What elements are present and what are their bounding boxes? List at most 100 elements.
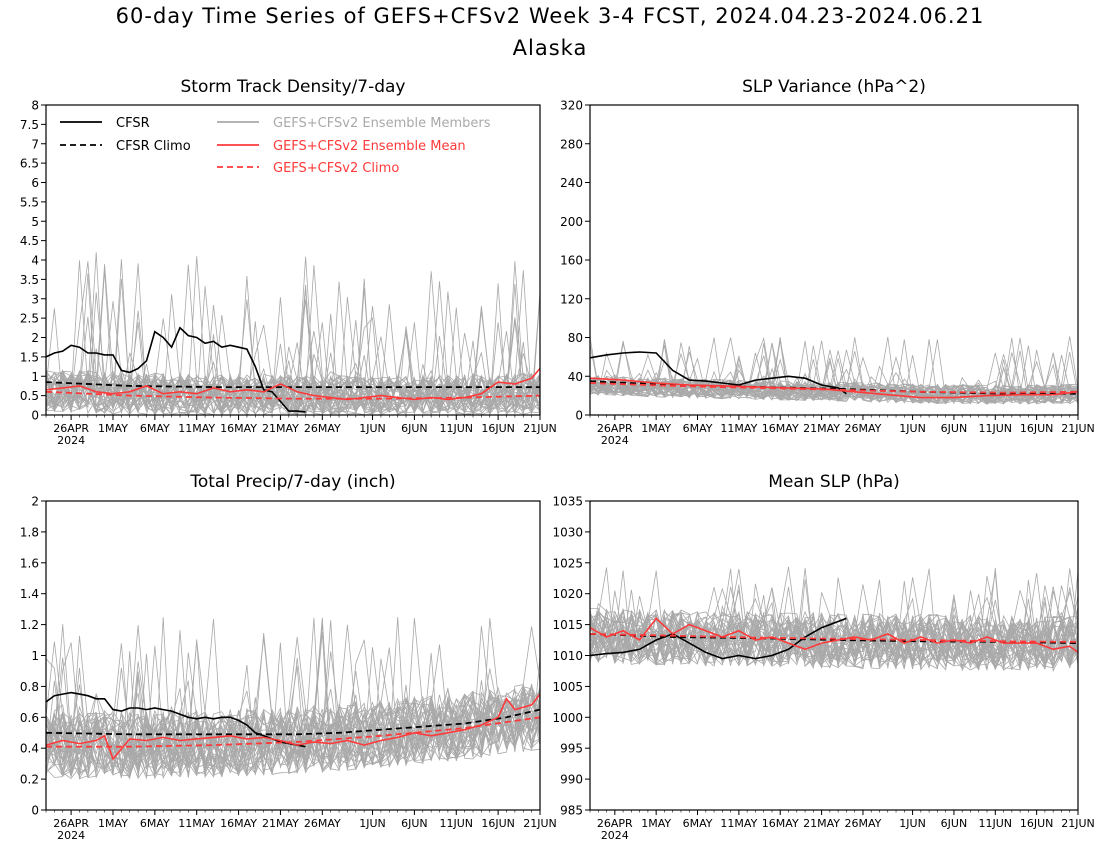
x-tick-label: 6MAY <box>140 817 170 830</box>
y-tick-label: 990 <box>560 773 583 787</box>
y-tick-label: 1.2 <box>20 618 39 632</box>
legend-label: CFSR <box>116 116 150 131</box>
y-tick-label: 1.4 <box>20 587 39 601</box>
x-tick-label: 11MAY <box>178 422 215 435</box>
x-tick-label: 16JUN <box>1020 422 1054 435</box>
x-tick-label: 21JUN <box>523 817 557 830</box>
y-tick-label: 5.5 <box>20 195 39 209</box>
member-line <box>46 281 540 415</box>
y-tick-label: 985 <box>560 804 583 818</box>
series-cfsr-climo <box>45 381 540 389</box>
x-tick-label: 1MAY <box>641 422 671 435</box>
series-gefs-cfsv2-ensemble-mean <box>45 367 541 401</box>
y-tick-label: 200 <box>560 215 583 229</box>
y-tick-label: 2 <box>31 495 39 509</box>
member-line <box>46 637 540 778</box>
series-cfsr <box>45 691 306 748</box>
x-tick-label: 1MAY <box>641 817 671 830</box>
panel-title: Total Precip/7-day (inch) <box>189 472 395 492</box>
member-line <box>590 566 1078 671</box>
series-cfsr <box>45 326 306 413</box>
y-tick-label: 1.5 <box>20 350 39 364</box>
member-line <box>46 294 540 415</box>
chart-title: 60-day Time Series of GEFS+CFSv2 Week 3-… <box>115 4 985 28</box>
x-tick-label: 16MAY <box>220 422 257 435</box>
x-tick-label: 21MAY <box>262 817 299 830</box>
member-line <box>46 637 540 780</box>
x-tick-label: 1JUN <box>899 422 926 435</box>
x-tick-label: 11JUN <box>440 817 474 830</box>
y-tick-label: 0.2 <box>20 773 39 787</box>
member-line <box>590 585 1078 672</box>
x-tick-label: 26APR <box>53 817 89 830</box>
y-tick-label: 1030 <box>552 525 583 539</box>
x-tick-label: 6JUN <box>401 817 428 830</box>
x-tick-label: 21MAY <box>262 422 299 435</box>
y-tick-label: 7.5 <box>20 118 39 132</box>
x-tick-label: 16MAY <box>762 817 799 830</box>
y-tick-label: 0 <box>575 409 583 423</box>
x-tick-label: 6JUN <box>941 422 968 435</box>
series-cfsr <box>589 617 847 660</box>
x-tick-label: 11MAY <box>720 422 757 435</box>
x-tick-label: 26MAY <box>304 817 341 830</box>
member-line <box>590 354 1078 404</box>
y-tick-label: 1035 <box>552 495 583 509</box>
legend: CFSR CFSR Climo GEFS+CFSv2 Ensemble Member… <box>60 116 491 176</box>
ensemble-members <box>46 617 540 780</box>
y-tick-label: 2 <box>31 331 39 345</box>
ensemble-members <box>590 566 1078 673</box>
member-line <box>590 594 1078 669</box>
member-line <box>590 568 1078 671</box>
member-line <box>46 697 540 775</box>
member-line <box>46 644 540 779</box>
x-tick-label: 26MAY <box>845 422 882 435</box>
member-line <box>46 256 540 415</box>
chart-panel-2: Total Precip/7-day (inch)00.20.40.60.811… <box>20 472 557 842</box>
y-tick-label: 0.6 <box>20 711 39 725</box>
x-tick-label: 21MAY <box>803 817 840 830</box>
legend-label: CFSR Climo <box>116 139 191 154</box>
x-tick-label: 26APR <box>597 817 633 830</box>
y-tick-label: 40 <box>568 370 583 384</box>
x-tick-label: 26MAY <box>304 422 341 435</box>
y-tick-label: 1015 <box>552 618 583 632</box>
x-tick-label: 1MAY <box>98 817 128 830</box>
x-tick-label: 26APR <box>53 422 89 435</box>
x-year-label: 2024 <box>601 829 629 842</box>
y-tick-label: 1.8 <box>20 525 39 539</box>
x-tick-label: 6MAY <box>140 422 170 435</box>
x-tick-label: 6MAY <box>683 422 713 435</box>
x-tick-label: 26MAY <box>845 817 882 830</box>
series-gefs-cfsv2-climo <box>589 382 1079 394</box>
x-tick-label: 16MAY <box>220 817 257 830</box>
series-cfsr-climo <box>45 708 541 736</box>
member-line <box>590 339 1078 404</box>
x-tick-label: 1MAY <box>98 422 128 435</box>
panel-title: Storm Track Density/7-day <box>181 77 406 97</box>
chart-panel-3: Mean SLP (hPa) 985 990 995 1000 1005 1010 1015 1… <box>552 472 1094 842</box>
x-tick-label: 1JUN <box>359 817 386 830</box>
x-tick-label: 16JUN <box>481 422 515 435</box>
panel-title: SLP Variance (hPa^2) <box>742 77 926 97</box>
y-tick-label: 0.4 <box>20 742 39 756</box>
series-gefs-cfsv2-climo <box>45 390 541 400</box>
x-year-label: 2024 <box>601 434 629 447</box>
x-tick-label: 11MAY <box>720 817 757 830</box>
y-tick-label: 2.5 <box>20 312 39 326</box>
member-line <box>590 568 1078 670</box>
panel-title: Mean SLP (hPa) <box>768 472 900 492</box>
y-tick-label: 120 <box>560 292 583 306</box>
x-tick-label: 21JUN <box>523 422 557 435</box>
x-tick-label: 16JUN <box>1020 817 1054 830</box>
y-tick-label: 0.5 <box>20 389 39 403</box>
x-tick-label: 1JUN <box>899 817 926 830</box>
chart-subtitle: Alaska <box>512 36 588 60</box>
legend-label: GEFS+CFSv2 Climo <box>273 161 399 176</box>
member-line <box>590 572 1078 670</box>
x-tick-label: 1JUN <box>359 422 386 435</box>
series-gefs-cfsv2-ensemble-mean <box>589 617 1079 654</box>
y-tick-label: 240 <box>560 176 583 190</box>
y-tick-label: 160 <box>560 254 583 268</box>
